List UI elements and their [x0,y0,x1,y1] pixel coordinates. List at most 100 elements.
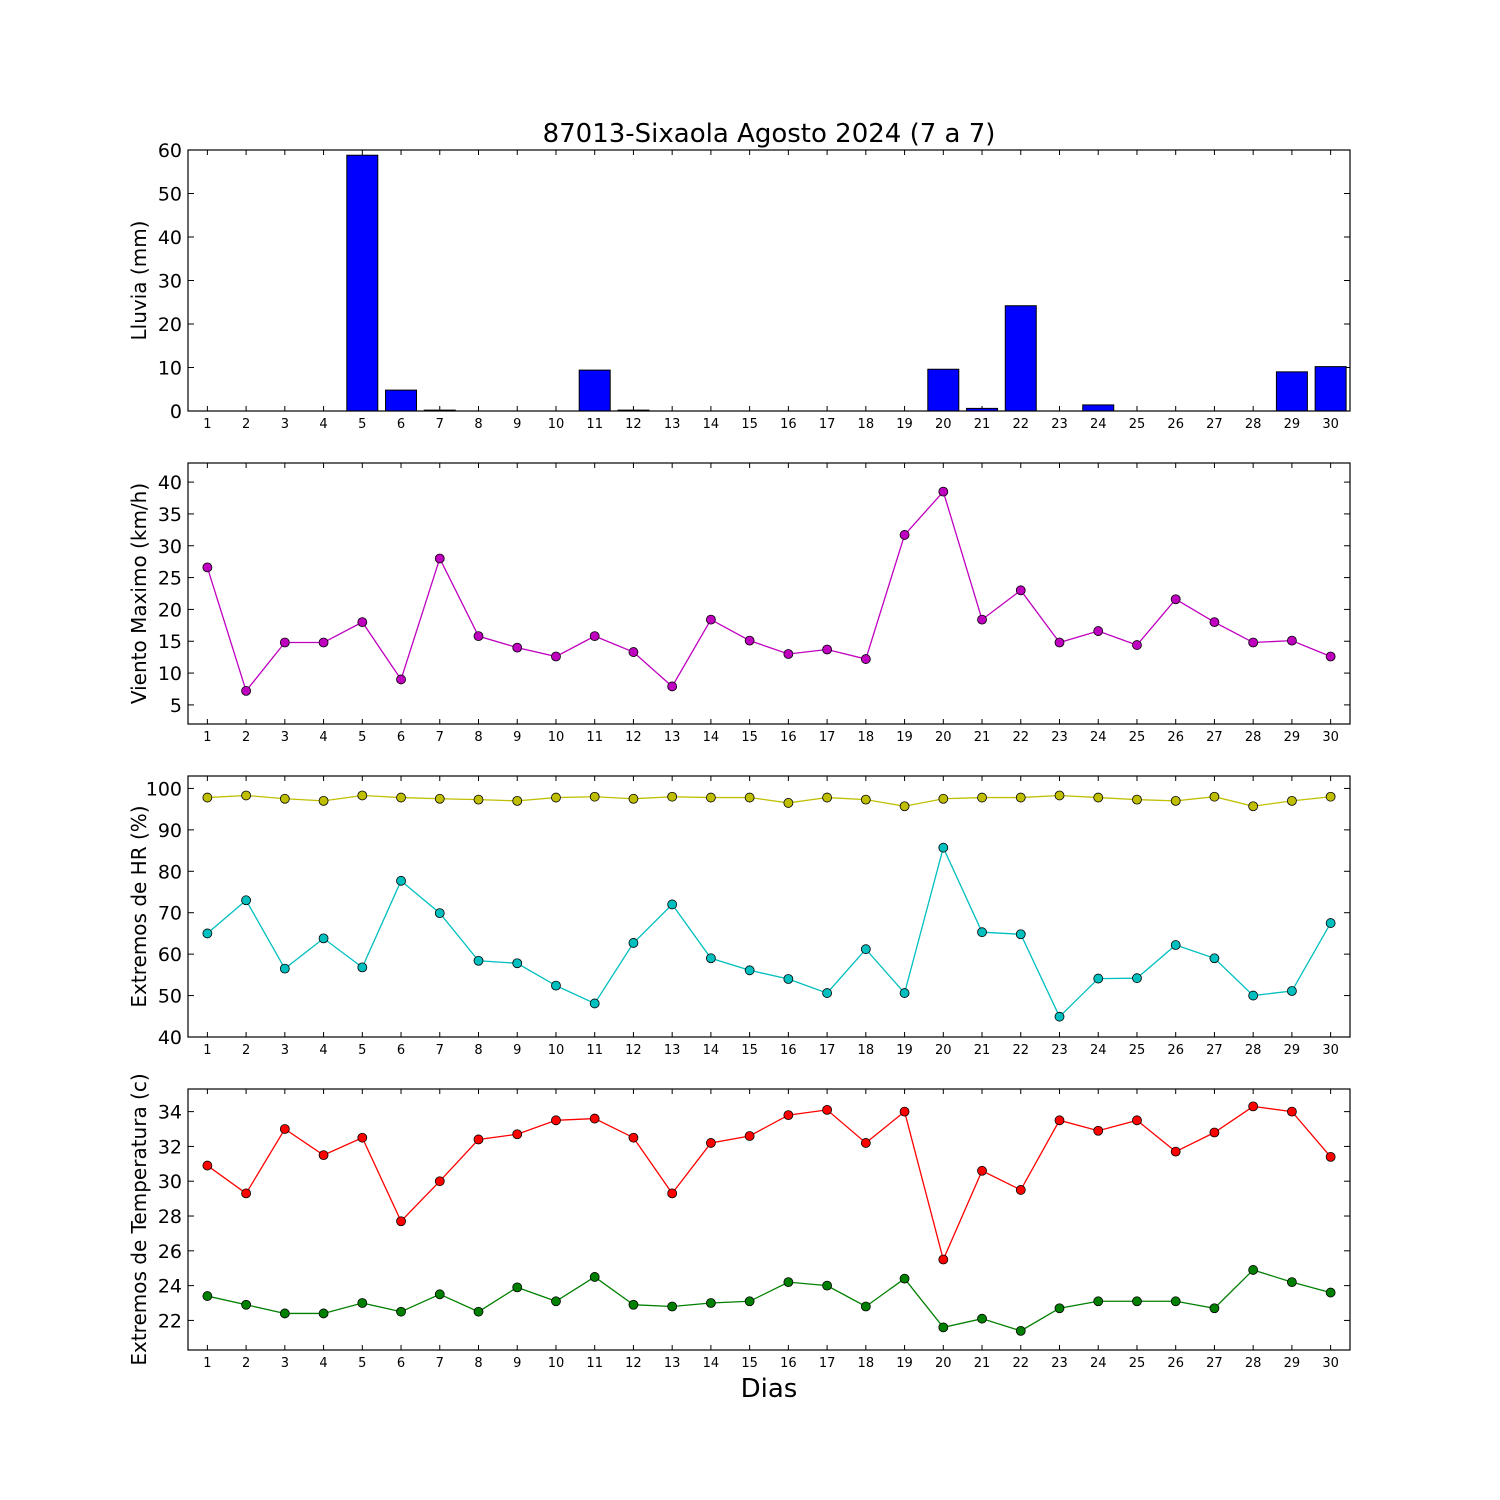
humidity-x-tick-label: 14 [703,1043,720,1058]
humidity-x-tick-label: 17 [819,1043,836,1058]
rain-x-tick-label: 28 [1245,417,1262,432]
temperature-y-tick-label: 24 [158,1276,182,1298]
rain-x-tick-label: 12 [625,417,642,432]
wind-x-tick-label: 19 [896,730,913,745]
humidity-point-0 [589,791,600,802]
humidity-point-1 [318,933,329,944]
humidity-x-tick-label: 15 [741,1043,758,1058]
temperature-point-1 [899,1273,910,1284]
humidity-series-line-0 [207,794,1331,807]
wind-point-0 [706,614,716,625]
humidity-x-tick-label: 3 [281,1043,289,1058]
humidity-x-tick-label: 10 [548,1043,565,1058]
temperature-point-0 [241,1188,252,1199]
wind-point-0 [434,553,445,564]
wind-x-tick-label: 12 [625,730,642,745]
rain-x-tick-label: 17 [819,417,836,432]
wind-x-tick-label: 3 [281,730,289,745]
temperature-point-0 [1248,1101,1259,1112]
wind-point-0 [1248,637,1259,648]
rain-x-tick-label: 22 [1012,417,1029,432]
wind-point-0 [1054,637,1065,648]
rain-y-tick-label: 0 [170,401,182,423]
temperature-point-0 [977,1165,987,1176]
humidity-point-0 [783,798,794,808]
rain-x-tick-label: 5 [358,417,366,432]
wind-x-tick-label: 30 [1322,730,1339,745]
temperature-point-1 [512,1282,523,1293]
wind-point-0 [1093,626,1104,636]
wind-x-tick-label: 20 [935,730,952,745]
wind-x-tick-label: 8 [474,730,482,745]
humidity-point-0 [551,792,561,803]
temperature-point-0 [1209,1127,1220,1138]
temperature-point-1 [279,1308,290,1319]
wind-x-tick-label: 1 [203,730,211,745]
temperature-x-tick-label: 4 [319,1356,327,1371]
wind-x-tick-label: 14 [703,730,720,745]
humidity-x-tick-label: 5 [358,1043,366,1058]
temperature-point-0 [628,1132,639,1143]
temperature-point-0 [589,1113,600,1124]
temperature-point-1 [1132,1296,1142,1307]
humidity-point-0 [744,792,755,803]
temperature-x-tick-label: 13 [664,1356,681,1371]
temperature-point-1 [473,1306,484,1317]
wind-point-0 [473,631,484,642]
wind-point-0 [1015,585,1026,596]
rain-x-tick-label: 2 [242,417,250,432]
temperature-point-1 [1015,1325,1026,1336]
temperature-point-0 [1054,1115,1065,1126]
wind-point-0 [1325,651,1336,662]
temperature-point-0 [318,1150,329,1161]
humidity-y-tick-label: 100 [146,778,182,800]
temperature-plot-frame [187,1088,1351,1351]
rain-bar [1275,371,1308,412]
humidity-x-tick-label: 18 [858,1043,875,1058]
humidity-point-1 [1015,929,1026,940]
wind-y-tick-label: 35 [158,504,182,526]
humidity-point-0 [667,791,678,802]
humidity-x-tick-label: 22 [1012,1043,1029,1058]
rain-x-tick-label: 20 [935,417,952,432]
humidity-plot-frame [187,775,1351,1038]
wind-point-0 [860,654,871,664]
humidity-point-0 [512,795,523,806]
humidity-point-0 [1054,790,1065,801]
wind-x-tick-label: 28 [1245,730,1262,745]
wind-x-tick-label: 9 [513,730,521,745]
wind-panel: 1 2 3 4 5 6 7 8 9 10 11 12 13 14 15 16 17 18 19 20 21 22 23 24 2… [127,462,1351,745]
temperature-y-axis-label: Extremos de Temperatura (c) [127,1073,151,1365]
temperature-point-1 [938,1322,949,1333]
wind-x-tick-label: 4 [319,730,327,745]
humidity-point-0 [241,790,252,801]
humidity-point-1 [1248,990,1259,1001]
rain-y-tick-label: 40 [158,227,182,249]
rain-x-tick-label: 6 [397,417,405,432]
temperature-x-tick-label: 6 [397,1356,405,1371]
humidity-point-1 [589,998,600,1009]
humidity-x-tick-label: 26 [1167,1043,1184,1058]
humidity-panel: 1 2 3 4 5 6 7 8 9 10 11 12 13 14 15 16 17 18 19 20 21 22 23 24 2… [127,775,1351,1058]
rain-x-tick-label: 30 [1322,417,1339,432]
humidity-point-1 [860,944,871,955]
rain-x-tick-label: 10 [548,417,565,432]
temperature-x-tick-label: 23 [1051,1356,1068,1371]
wind-x-tick-label: 18 [858,730,875,745]
rain-y-tick-label: 20 [158,314,182,336]
humidity-point-0 [628,793,639,804]
humidity-point-0 [1170,795,1181,806]
rain-x-tick-label: 11 [586,417,603,432]
temperature-point-1 [822,1280,832,1291]
temperature-point-1 [357,1298,368,1308]
temperature-x-tick-label: 22 [1012,1356,1029,1371]
rain-x-tick-label: 15 [741,417,758,432]
temperature-point-0 [706,1138,716,1148]
temperature-x-tick-label: 24 [1090,1356,1107,1371]
humidity-point-1 [202,928,213,939]
wind-x-tick-label: 13 [664,730,681,745]
humidity-y-tick-label: 40 [158,1027,182,1049]
humidity-point-0 [1287,795,1297,806]
wind-x-tick-label: 27 [1206,730,1223,745]
